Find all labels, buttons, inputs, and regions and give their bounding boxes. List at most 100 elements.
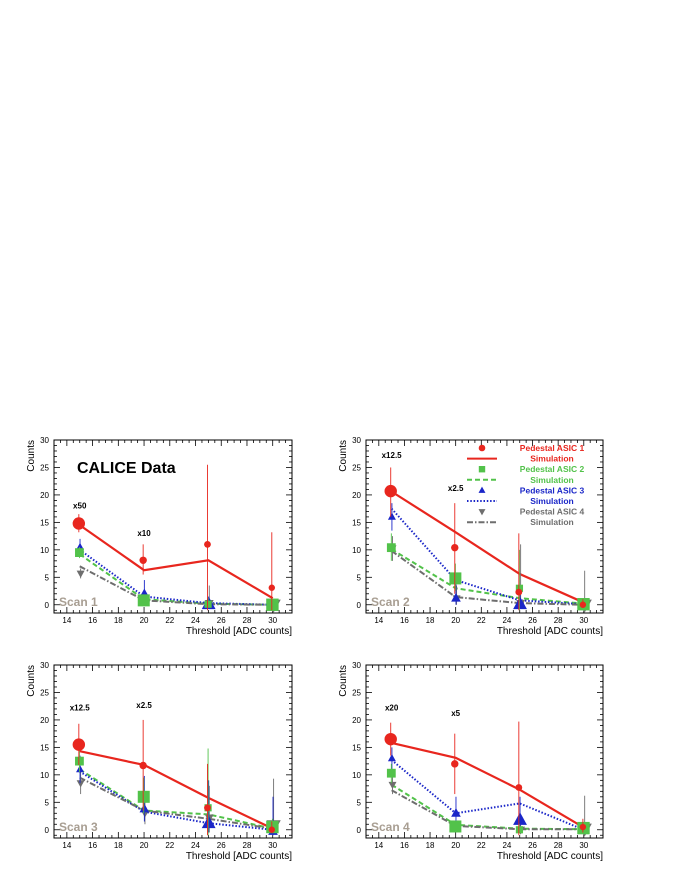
y-tick-label: 25 — [352, 688, 361, 697]
y-tick-label: 30 — [352, 661, 361, 670]
legend-label-asic-3: Pedestal ASIC 3 — [520, 485, 585, 495]
y-tick-label: 30 — [40, 436, 49, 445]
y-tick-label: 0 — [45, 601, 50, 610]
legend-simulation-label-asic-4: Simulation — [530, 517, 573, 527]
legend-marker-asic-2 — [478, 466, 486, 473]
x-axis-label: Threshold [ADC counts] — [497, 851, 603, 862]
y-tick-label: 15 — [40, 743, 49, 752]
y-tick-label: 5 — [357, 573, 362, 582]
x-tick-label: 30 — [579, 616, 588, 625]
y-tick-label: 5 — [357, 798, 362, 807]
plot-frame — [53, 439, 293, 614]
data-point-asic-1 — [515, 784, 523, 791]
data-point-asic-2 — [386, 768, 396, 778]
x-axis-label: Threshold [ADC counts] — [186, 626, 292, 637]
legend-marker-asic-1 — [478, 444, 486, 452]
scan-label: Scan 4 — [371, 820, 410, 834]
scan-label: Scan 3 — [59, 820, 98, 834]
x-tick-label: 16 — [400, 616, 409, 625]
data-point-asic-3 — [201, 815, 216, 829]
data-point-asic-2 — [75, 756, 84, 766]
data-point-asic-3 — [513, 596, 527, 610]
data-point-asic-3 — [139, 803, 150, 813]
data-point-asic-1 — [72, 517, 86, 530]
data-point-asic-1 — [451, 543, 459, 552]
x-tick-label: 24 — [502, 616, 511, 625]
data-point-asic-4 — [76, 780, 85, 788]
chart-panel-4: 14 16 18 20 22 24 26 28 30051015202530Threshold … — [338, 661, 604, 862]
y-tick-label: 10 — [40, 771, 49, 780]
data-point-asic-1 — [139, 761, 147, 770]
y-tick-label: 10 — [352, 771, 361, 780]
data-point-asic-1 — [268, 826, 276, 833]
y-tick-label: 25 — [40, 688, 49, 697]
y-tick-label: 30 — [40, 661, 49, 670]
data-point-asic-1 — [384, 484, 397, 498]
simulation-line-asic-1 — [79, 524, 274, 600]
y-tick-label: 10 — [40, 546, 49, 555]
y-axis-label: Counts — [338, 440, 349, 472]
x-axis-label: Threshold [ADC counts] — [186, 851, 292, 862]
simulation-line-asic-2 — [391, 783, 584, 831]
x-tick-label: 22 — [165, 841, 174, 850]
x-tick-label: 28 — [243, 841, 252, 850]
chart-panel-3: 14 16 18 20 22 24 26 28 30051015202530Threshold … — [26, 661, 293, 862]
x-tick-label: 20 — [451, 616, 460, 625]
data-point-asic-3 — [451, 592, 461, 602]
x-tick-label: 24 — [502, 841, 511, 850]
legend-marker-asic-4 — [478, 509, 486, 516]
data-point-asic-4 — [388, 781, 397, 790]
simulation-line-asic-1 — [391, 741, 585, 829]
simulation-line-asic-3 — [390, 507, 584, 606]
y-tick-label: 30 — [352, 436, 361, 445]
data-point-asic-2 — [515, 826, 524, 834]
data-point-asic-3 — [76, 542, 85, 550]
data-point-asic-3 — [513, 812, 527, 825]
x-tick-label: 20 — [451, 841, 460, 850]
data-point-asic-2 — [137, 594, 150, 607]
x-tick-label: 18 — [114, 616, 123, 625]
data-point-asic-2 — [386, 543, 396, 553]
data-point-asic-3 — [387, 753, 396, 762]
y-tick-label: 15 — [40, 518, 49, 527]
y-axis-label: Counts — [26, 440, 37, 472]
x-tick-label: 24 — [191, 616, 200, 625]
simulation-line-asic-2 — [79, 553, 273, 606]
simulation-line-asic-1 — [391, 490, 585, 604]
legend-label-asic-1: Pedestal ASIC 1 — [520, 443, 585, 453]
simulation-line-asic-3 — [390, 759, 585, 831]
x-axis-label: Threshold [ADC counts] — [497, 626, 603, 637]
data-point-asic-1 — [204, 804, 211, 812]
plot-frame — [365, 439, 604, 614]
x-tick-label: 18 — [426, 841, 435, 850]
x-tick-label: 22 — [165, 616, 174, 625]
plot-frame — [53, 664, 293, 839]
scale-factor-label: x50 — [73, 502, 87, 511]
data-point-asic-3 — [76, 764, 85, 773]
data-point-asic-3 — [451, 807, 461, 817]
scale-factor-label: x20 — [385, 704, 399, 713]
x-tick-label: 28 — [554, 841, 563, 850]
x-tick-label: 14 — [62, 841, 71, 850]
simulation-line-asic-4 — [79, 565, 273, 606]
scale-factor-label: x10 — [137, 529, 151, 538]
x-tick-label: 16 — [88, 841, 97, 850]
simulation-line-asic-1 — [79, 750, 274, 830]
y-tick-label: 20 — [40, 491, 49, 500]
data-point-asic-1 — [579, 601, 587, 608]
scale-factor-label: x2.5 — [448, 484, 464, 493]
data-point-asic-1 — [139, 556, 147, 564]
simulation-line-asic-4 — [391, 550, 584, 606]
y-tick-label: 5 — [45, 573, 50, 582]
plot-frame — [365, 664, 604, 839]
y-tick-label: 15 — [352, 743, 361, 752]
simulation-line-asic-4 — [391, 789, 584, 831]
data-point-asic-2 — [449, 820, 462, 833]
scan-label: Scan 1 — [59, 595, 98, 609]
chart-panel-2: 14 16 18 20 22 24 26 28 30051015202530Threshold … — [338, 436, 604, 637]
x-tick-label: 30 — [579, 841, 588, 850]
y-tick-label: 0 — [45, 826, 50, 835]
y-axis-label: Counts — [338, 665, 349, 697]
